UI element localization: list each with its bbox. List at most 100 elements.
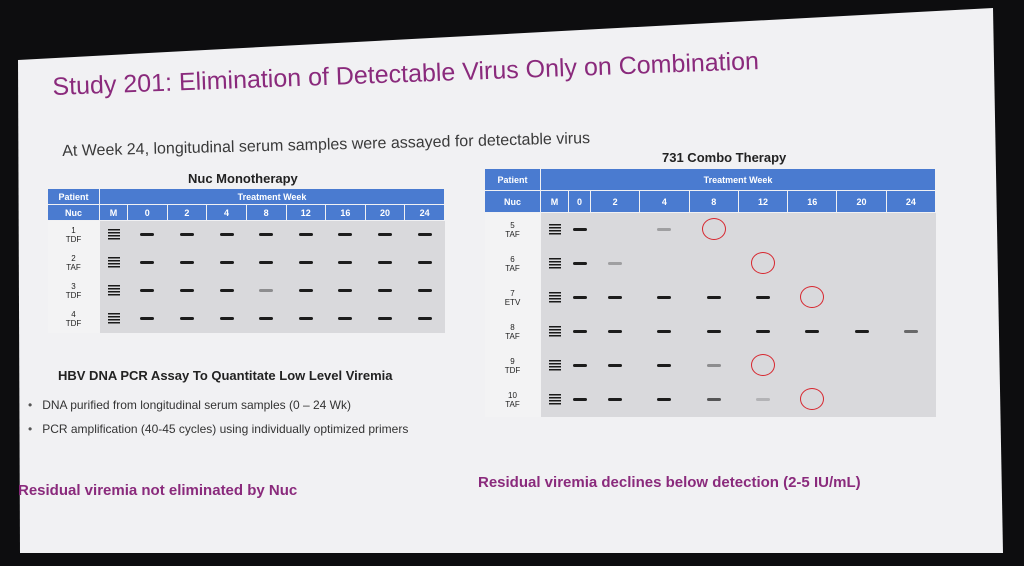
patient-label: 8 TAF [484, 314, 541, 349]
marker-lane [540, 348, 569, 383]
dna-band [755, 330, 770, 333]
gel-lane [286, 276, 326, 305]
gel-lane [404, 220, 445, 249]
gel-lane [365, 220, 405, 249]
patient-label: 6 TAF [484, 246, 541, 281]
patient-id: 2 [71, 253, 76, 263]
gel-lane [246, 248, 286, 277]
gel-lane [787, 212, 837, 247]
gel-lane [689, 348, 739, 383]
dna-band [706, 330, 721, 333]
dna-band [706, 398, 721, 401]
gel-lane [689, 382, 739, 417]
gel-lane [590, 348, 640, 383]
dna-band [572, 228, 587, 232]
gel-lane [639, 212, 690, 247]
week-header: 0 [568, 190, 591, 213]
week-header: 2 [589, 190, 641, 213]
undetectable-circle [750, 251, 775, 274]
marker-lane [540, 280, 569, 315]
gel-lane [325, 276, 366, 305]
patient-id: 8 [510, 322, 515, 332]
gel-lane [286, 248, 326, 277]
gel-lane [568, 348, 591, 383]
dna-band [298, 289, 313, 292]
gel-row: 2 TAF [47, 248, 445, 277]
nuc-name: ETV [504, 297, 521, 307]
gel-row: 7 ETV [484, 280, 936, 315]
gel-lane [404, 276, 445, 305]
dna-band [219, 289, 234, 292]
dna-band [179, 289, 194, 292]
patient-label: 5 TAF [484, 212, 541, 247]
gel-lane [787, 246, 837, 281]
left-conclusion: Residual viremia not eliminated by Nuc [18, 482, 298, 499]
nuc-monotherapy-heading: Nuc Monotherapy [188, 171, 298, 186]
dna-band [903, 330, 918, 333]
patient-label: 10 TAF [484, 382, 541, 417]
week-header: 24 [404, 204, 445, 221]
dna-band [657, 364, 672, 367]
marker-lane [99, 248, 128, 277]
dna-band [755, 296, 770, 299]
patient-label: 1 TDF [47, 220, 100, 249]
undetectable-circle [800, 285, 825, 308]
gel-lane [787, 382, 837, 417]
gel-lane [127, 304, 168, 333]
week-header: 4 [206, 204, 247, 221]
gel-lane [167, 248, 207, 277]
gel-lane [639, 246, 690, 281]
dna-band [657, 330, 672, 333]
nuc-name: TAF [505, 229, 520, 239]
gel-lane [886, 212, 936, 247]
undetectable-circle [800, 387, 825, 410]
dna-band [298, 233, 313, 237]
gel-lane [689, 314, 739, 349]
dna-band [378, 317, 393, 320]
patient-id: 1 [71, 225, 76, 235]
assay-title: HBV DNA PCR Assay To Quantitate Low Leve… [58, 368, 393, 383]
gel-lane [590, 280, 640, 315]
gel-lane [568, 314, 591, 349]
dna-band [755, 398, 770, 401]
gel-lane [639, 348, 690, 383]
dna-band [608, 364, 623, 367]
gel-lane [404, 304, 445, 333]
dna-band [219, 261, 234, 264]
nuc-name: TDF [65, 290, 82, 300]
dna-band [259, 289, 274, 292]
gel-lane [836, 212, 887, 247]
gel-lane [738, 212, 788, 247]
dna-band [572, 296, 587, 299]
patient-label: 7 ETV [484, 280, 541, 315]
dna-band [338, 317, 353, 320]
marker-lane [99, 304, 128, 333]
nuc-monotherapy-gel-table: Patient Treatment Week Nuc M 0 2 4 8 12 … [47, 188, 445, 333]
patient-label: 2 TAF [47, 248, 100, 277]
gel-lane [787, 348, 837, 383]
marker-lane [99, 220, 128, 249]
gel-lane [738, 246, 788, 281]
gel-lane [886, 314, 936, 349]
gel-row: 5 TAF [484, 212, 936, 247]
marker-lane [540, 382, 569, 417]
week-header: 2 [166, 204, 208, 221]
gel-lane [787, 280, 837, 315]
week-header: 20 [836, 190, 887, 213]
patient-label: 9 TDF [484, 348, 541, 383]
week-header: 24 [885, 190, 937, 213]
week-header: 16 [325, 204, 366, 221]
combo-therapy-heading: 731 Combo Therapy [662, 150, 787, 165]
marker-lane [540, 212, 569, 247]
dna-band [657, 296, 672, 299]
week-header: 8 [245, 204, 287, 221]
gel-lane [738, 382, 788, 417]
nuc-name: TAF [505, 399, 520, 409]
patient-label: 3 TDF [47, 276, 100, 305]
dna-band [608, 398, 623, 401]
gel-lane [206, 276, 247, 305]
patient-label: 4 TDF [47, 304, 100, 333]
week-header: M [540, 190, 569, 213]
nuc-name: TAF [505, 263, 520, 273]
ladder-band [107, 228, 120, 241]
